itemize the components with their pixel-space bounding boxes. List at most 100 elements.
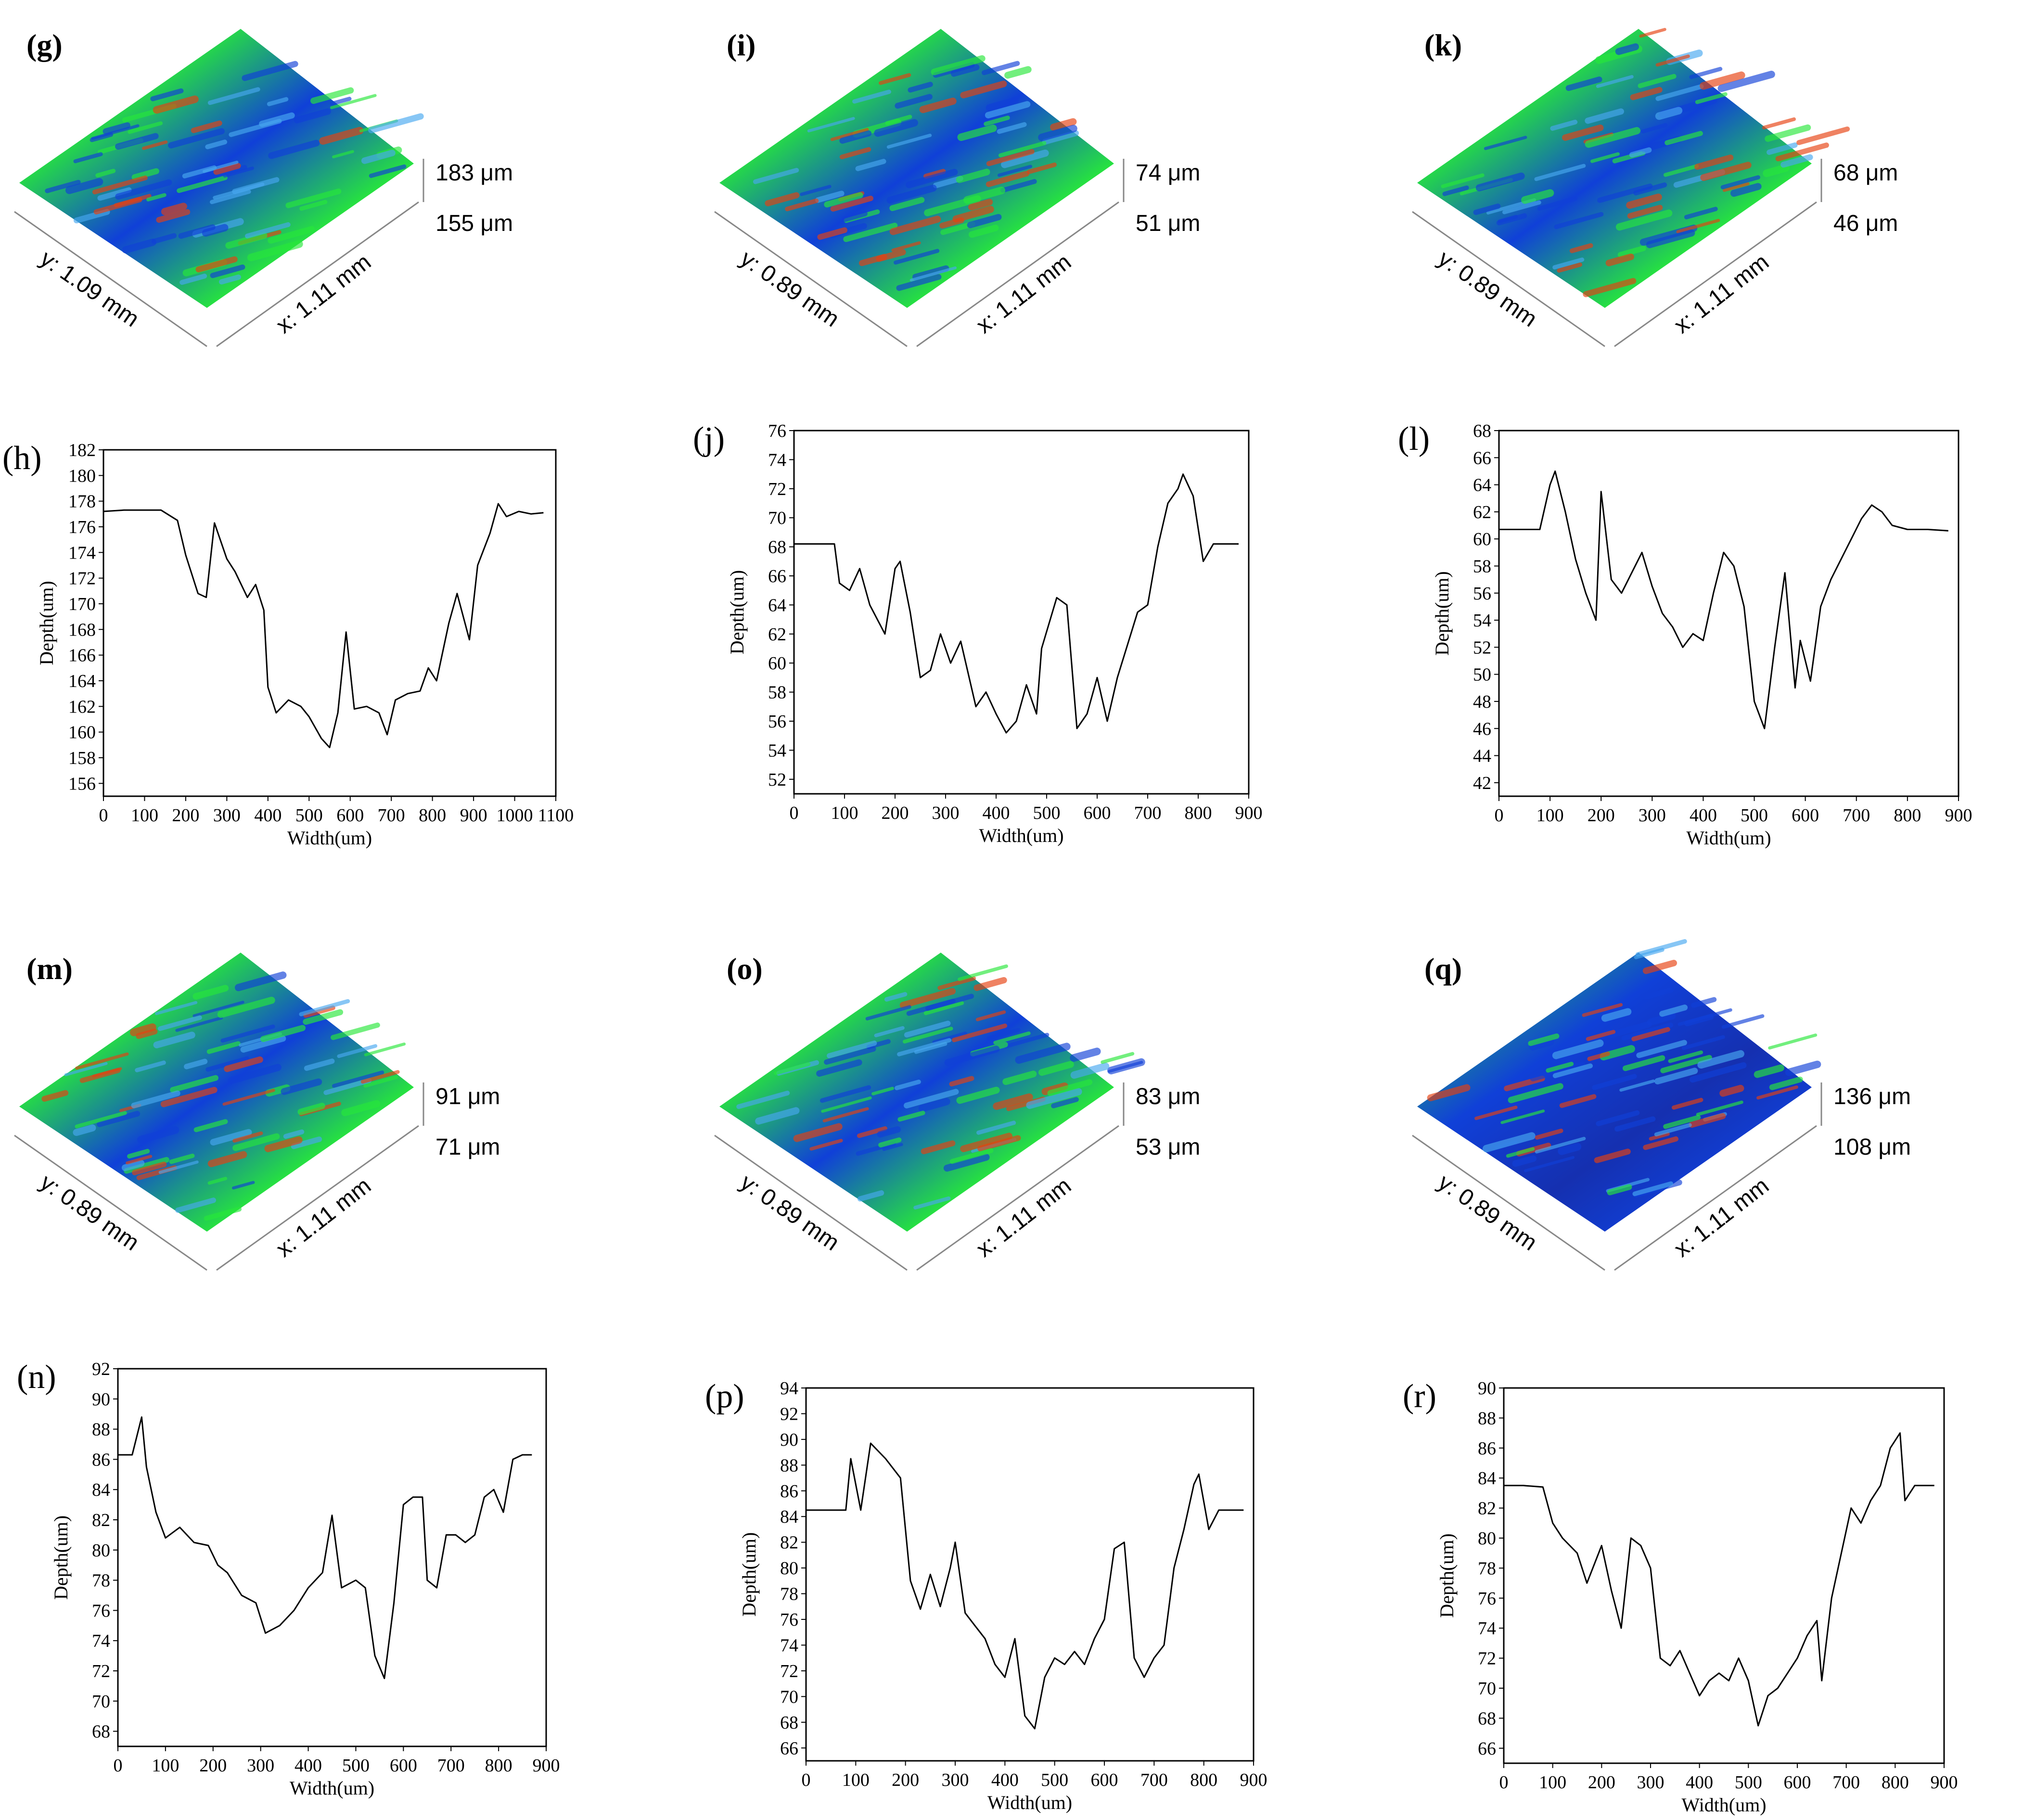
y-tick-label: 182 xyxy=(68,440,96,460)
surface-streak xyxy=(1597,183,1653,203)
surface-streak xyxy=(1769,1076,1803,1090)
surface-streak xyxy=(1643,1136,1679,1150)
surface-streak xyxy=(131,1090,180,1108)
y-tick-label: 70 xyxy=(92,1692,110,1712)
surface-streak xyxy=(800,185,832,196)
z-bottom-value: 155 μm xyxy=(435,211,513,236)
surface-streak xyxy=(909,266,957,282)
y-tick-label: 60 xyxy=(1473,529,1491,549)
surface-streak xyxy=(1671,1097,1703,1110)
y-tick-label: 64 xyxy=(1473,475,1491,496)
panel-label: (m) xyxy=(26,952,73,986)
x-tick-label: 500 xyxy=(1741,805,1768,826)
surface-streak xyxy=(822,1107,869,1122)
surface-streak xyxy=(184,1058,208,1069)
surface-streak xyxy=(299,999,350,1017)
surface-streak xyxy=(368,113,424,134)
z-top-value: 136 μm xyxy=(1833,1084,1911,1109)
y-tick-label: 90 xyxy=(92,1389,110,1410)
x-tick-label: 300 xyxy=(932,803,960,823)
y-tick-label: 80 xyxy=(1478,1528,1496,1549)
y-dimension-line xyxy=(14,211,207,347)
surface-streak xyxy=(912,265,949,280)
x-tick-label: 700 xyxy=(378,805,405,826)
surface-streak xyxy=(1655,84,1704,101)
x-tick-label: 100 xyxy=(842,1770,870,1790)
surface-streak xyxy=(1615,209,1673,231)
y-dimension-line xyxy=(1412,1134,1605,1271)
surface-streak xyxy=(260,1025,306,1042)
surface-streak xyxy=(213,163,241,175)
x-dimension-label: x: 1.11 mm xyxy=(972,249,1076,339)
surface-streak xyxy=(1647,1012,1676,1026)
y-dimension-label: y: 0.89 mm xyxy=(1434,246,1542,332)
surface-streak xyxy=(1636,1040,1687,1058)
surface-streak xyxy=(207,1151,247,1168)
surface-streak xyxy=(1622,1055,1665,1071)
surface-streak xyxy=(1626,193,1662,209)
surface-streak xyxy=(1632,1181,1674,1196)
surface-streak xyxy=(259,112,295,127)
surface-streak xyxy=(45,179,81,193)
surface-streak xyxy=(1026,162,1057,174)
surface-streak xyxy=(1594,1148,1631,1163)
x-tick-label: 100 xyxy=(831,803,858,823)
y-tick-label: 64 xyxy=(768,595,786,615)
surface-streak xyxy=(913,1196,951,1209)
panel-label: (j) xyxy=(693,420,725,458)
surface-streak xyxy=(1026,1088,1082,1109)
surface-streak xyxy=(337,1044,378,1058)
y-tick-label: 70 xyxy=(780,1687,798,1707)
surface-streak xyxy=(283,1129,305,1139)
surface-streak xyxy=(895,94,933,109)
x-tick-label: 900 xyxy=(1945,805,1972,826)
surface-streak xyxy=(889,197,925,211)
surface-streak xyxy=(232,1181,255,1190)
surface-streak xyxy=(102,122,130,135)
x-tick-label: 0 xyxy=(790,803,799,823)
surface-streak xyxy=(1015,1043,1071,1064)
y-tick-label: 54 xyxy=(768,740,786,761)
surface-streak xyxy=(1700,162,1752,181)
surface-streak xyxy=(857,1190,884,1202)
surface-streak xyxy=(232,1131,263,1143)
surface-streak xyxy=(267,97,289,106)
surface-streak xyxy=(1785,1060,1821,1076)
surface-streak xyxy=(1607,1184,1632,1196)
surface-streak xyxy=(755,1107,800,1125)
surface-streak xyxy=(161,203,187,216)
y-tick-label: 68 xyxy=(1473,421,1491,441)
y-tick-label: 158 xyxy=(68,748,96,768)
y-tick-label: 84 xyxy=(1478,1468,1496,1489)
x-axis-title: Width(um) xyxy=(979,825,1063,846)
surface-streak xyxy=(1537,196,1577,211)
surface-streak xyxy=(1004,66,1032,79)
surface-streak xyxy=(906,168,958,189)
surface-streak xyxy=(1723,182,1750,192)
surface-streak xyxy=(1038,125,1077,141)
y-tick-label: 92 xyxy=(92,1359,110,1379)
surface-streak xyxy=(1642,960,1677,974)
surface-streak xyxy=(175,1016,223,1032)
x-tick-label: 500 xyxy=(1735,1772,1762,1793)
x-tick-label: 900 xyxy=(1931,1772,1958,1793)
surface-streak xyxy=(136,1029,158,1039)
surface-streak xyxy=(1695,92,1728,104)
y-tick-label: 66 xyxy=(1473,448,1491,468)
surface-streak xyxy=(1639,27,1666,38)
surface-streak xyxy=(891,241,921,252)
y-dimension-line xyxy=(714,1134,908,1271)
y-tick-label: 88 xyxy=(780,1455,798,1476)
y-tick-label: 80 xyxy=(780,1558,798,1578)
y-tick-label: 56 xyxy=(1473,584,1491,604)
surface-streak xyxy=(816,1059,862,1077)
surface-streak xyxy=(943,1154,990,1172)
surface-streak xyxy=(1441,173,1485,189)
x-tick-label: 800 xyxy=(1894,805,1921,826)
surface-streak xyxy=(865,1005,911,1021)
surface-streak xyxy=(141,140,168,150)
surface-streak xyxy=(932,1031,967,1044)
surface-streak xyxy=(1689,1113,1726,1128)
surface-streak xyxy=(205,140,228,150)
surface-streak xyxy=(985,101,1031,119)
